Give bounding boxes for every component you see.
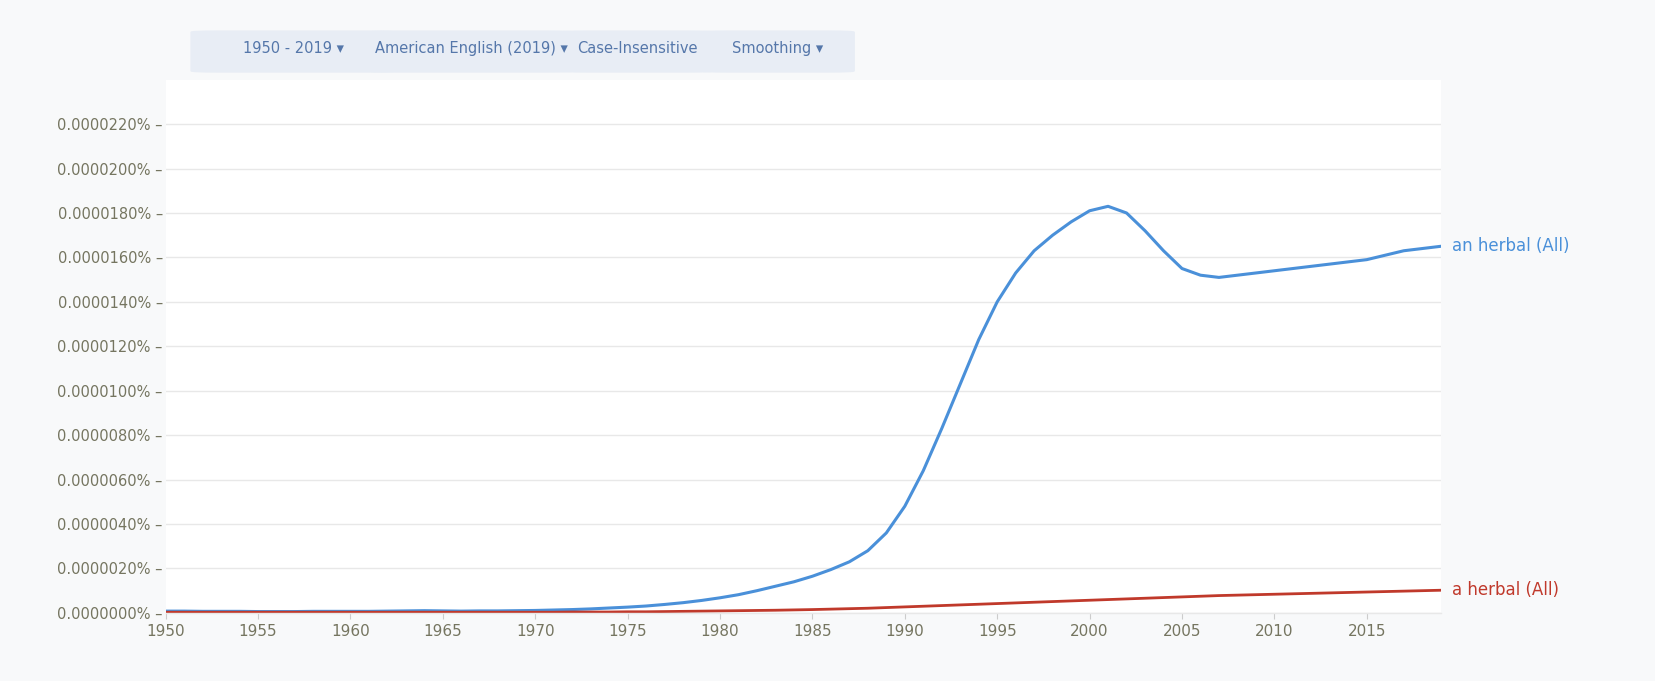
Text: Case-Insensitive: Case-Insensitive [578,42,697,57]
Text: 1950 - 2019 ▾: 1950 - 2019 ▾ [243,42,343,57]
Text: Smoothing ▾: Smoothing ▾ [732,42,823,57]
Text: an herbal (All): an herbal (All) [1451,237,1569,255]
FancyBboxPatch shape [190,31,396,72]
FancyBboxPatch shape [561,31,713,72]
Text: American English (2019) ▾: American English (2019) ▾ [376,42,568,57]
FancyBboxPatch shape [369,31,573,72]
FancyBboxPatch shape [700,31,854,72]
Text: a herbal (All): a herbal (All) [1451,582,1557,599]
